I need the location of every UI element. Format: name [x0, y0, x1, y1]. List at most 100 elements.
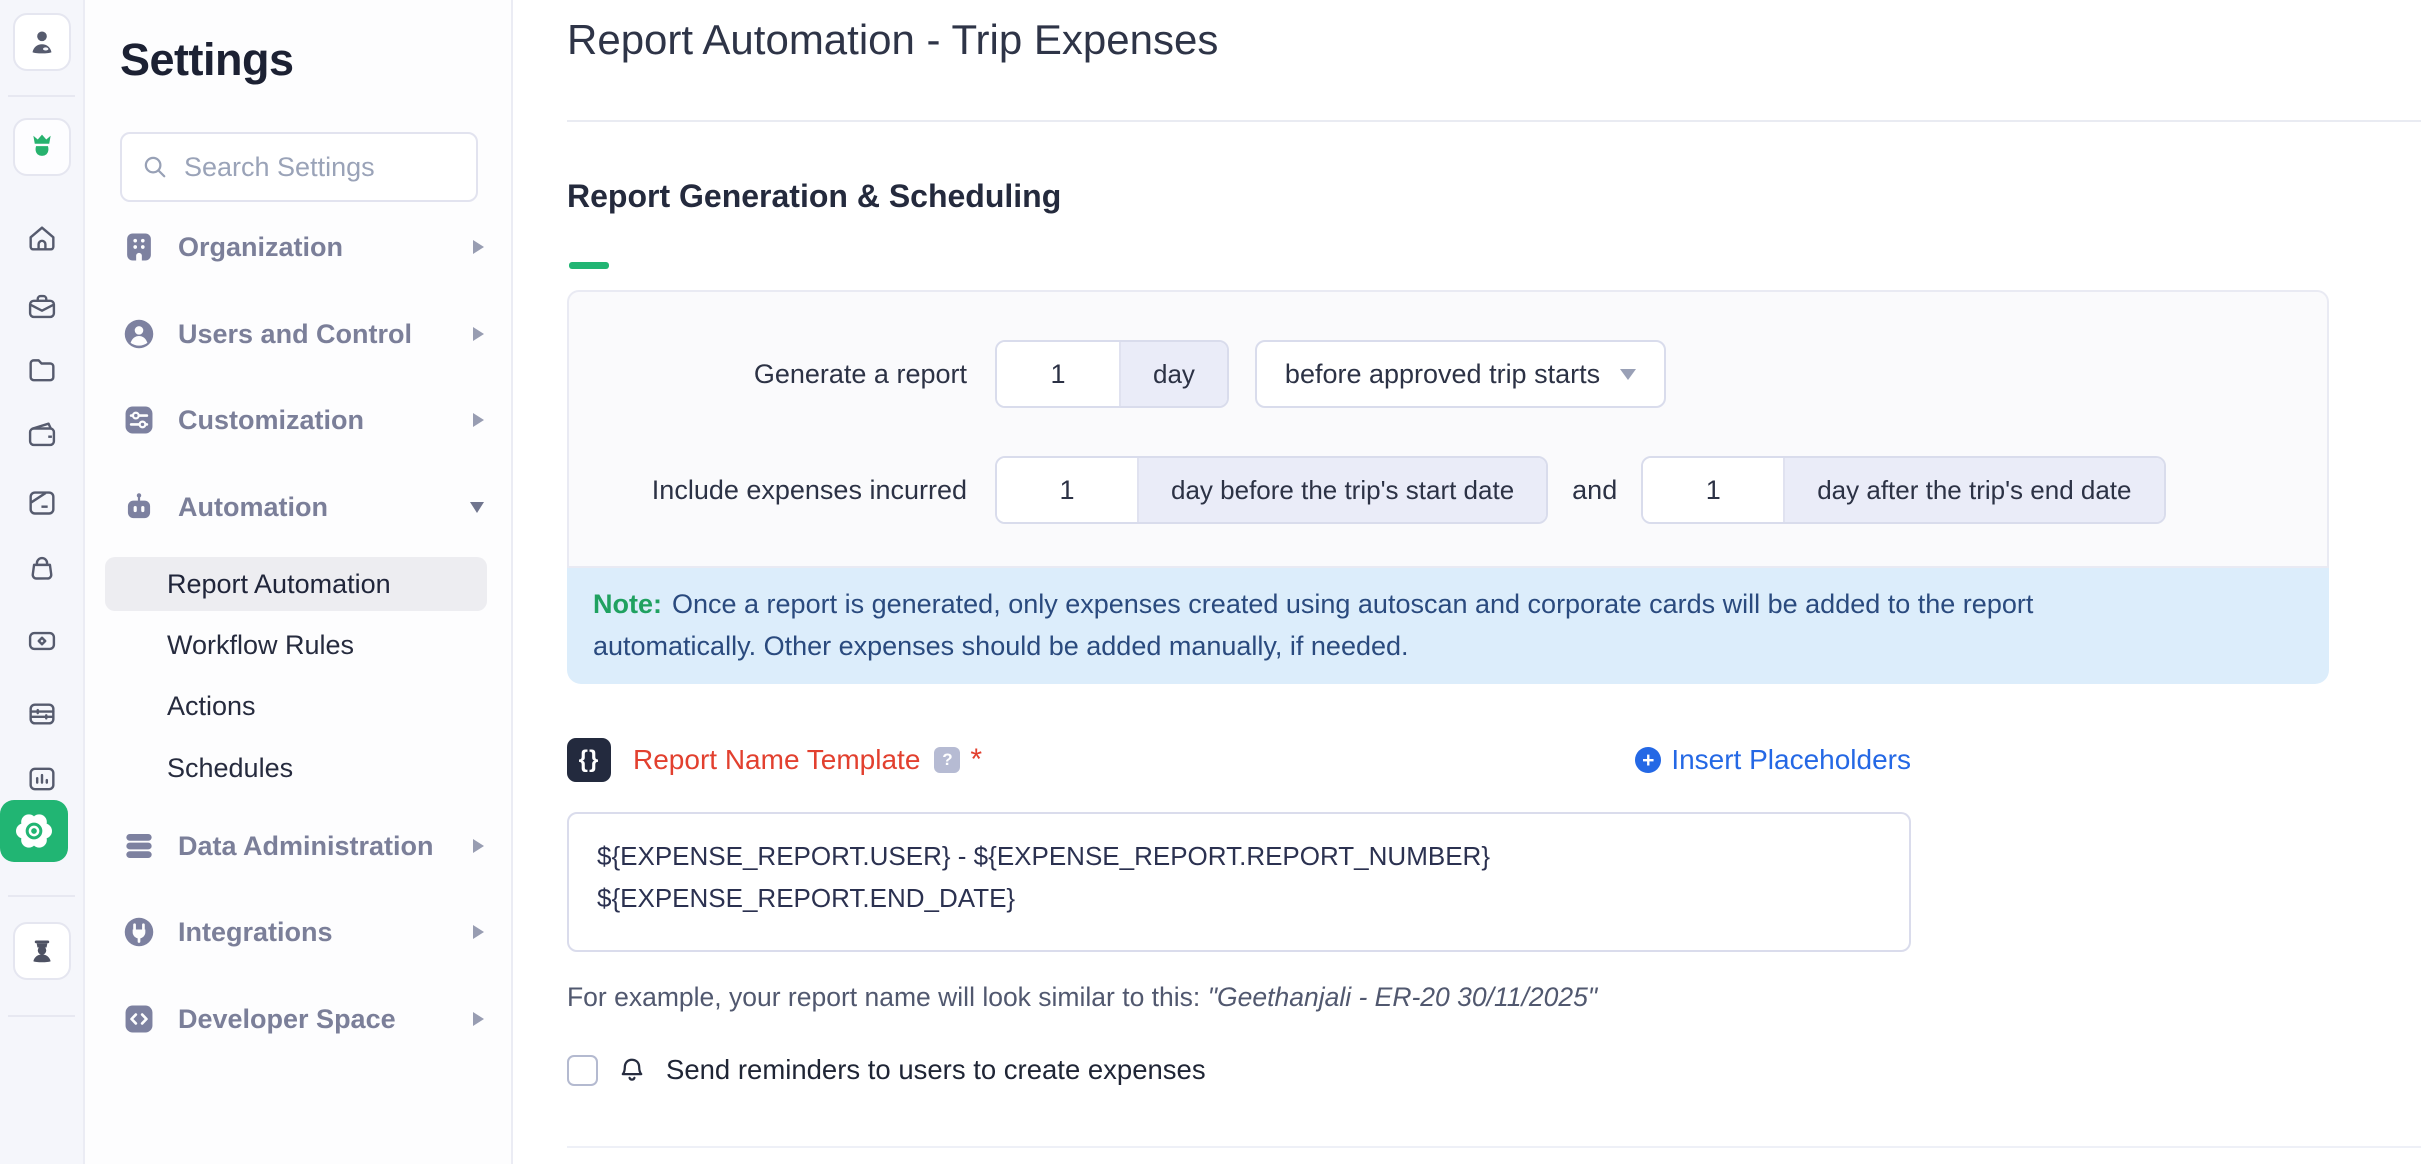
sidebar-subitem-report-automation[interactable]: Report Automation — [105, 557, 487, 611]
generate-days-unit: day — [1119, 342, 1227, 406]
rail-divider — [8, 895, 75, 897]
generate-days-group: 1 day — [995, 340, 1229, 408]
admin-view-icon — [33, 940, 51, 963]
schedule-dropdown[interactable]: before approved trip starts — [1254, 340, 1667, 408]
organization-icon — [127, 233, 151, 261]
sidebar-subitem-label: Actions — [167, 690, 256, 721]
example-value: "Geethanjali - ER-20 30/11/2025" — [1207, 982, 1598, 1012]
chevron-right-icon — [473, 1012, 484, 1026]
bank-feeds-icon — [29, 703, 55, 725]
sidebar-item-customization[interactable]: Customization — [120, 397, 484, 443]
sidebar-title: Settings — [120, 34, 294, 85]
note-banner: Note: Once a report is generated, only ex… — [567, 568, 2329, 684]
customization-icon — [125, 406, 153, 434]
settings-search[interactable] — [120, 132, 478, 202]
days-after-input[interactable]: 1 — [1643, 458, 1784, 522]
expenses-nav[interactable] — [23, 484, 61, 522]
sidebar-subitem-label: Schedules — [167, 752, 294, 783]
days-after-group: 1 day after the trip's end date — [1641, 456, 2166, 524]
sidebar-subitem-schedules[interactable]: Schedules — [105, 741, 487, 795]
include-expenses-label: Include expenses incurred — [651, 474, 967, 505]
trips-briefcase-icon — [28, 294, 56, 319]
section-title: Report Generation & Scheduling — [567, 178, 1062, 214]
insert-placeholders-link[interactable]: + Insert Placeholders — [1635, 744, 1911, 776]
wallet-icon — [28, 422, 56, 447]
sidebar-subitem-label: Report Automation — [167, 568, 391, 599]
corporate-card-icon — [28, 631, 56, 651]
include-expenses-row: Include expenses incurred 1 day before t… — [569, 456, 2327, 524]
expense-app-button[interactable] — [13, 118, 71, 176]
sidebar-item-users-and-control[interactable]: Users and Control — [120, 311, 484, 357]
sidebar-item-data-administration[interactable]: Data Administration — [120, 823, 484, 869]
sidebar-subitem-actions[interactable]: Actions — [105, 679, 487, 733]
title-divider — [567, 120, 2421, 122]
banking-nav[interactable] — [23, 695, 61, 733]
report-name-template-label: Report Name Template — [633, 744, 921, 775]
scheduling-panel: Generate a report 1 day before approved … — [567, 290, 2329, 568]
rail-divider — [8, 1015, 75, 1017]
integrations-icon — [124, 917, 154, 947]
chevron-right-icon — [473, 413, 484, 427]
generate-report-row: Generate a report 1 day before approved … — [569, 340, 2327, 408]
section-accent-bar — [569, 262, 609, 269]
chevron-right-icon — [473, 327, 484, 341]
analytics-nav[interactable] — [23, 760, 61, 798]
insert-placeholders-label: Insert Placeholders — [1671, 744, 1911, 775]
send-reminders-checkbox[interactable] — [567, 1054, 598, 1086]
search-input[interactable] — [184, 151, 458, 183]
placeholder-braces-icon: {} — [567, 738, 611, 782]
sidebar-item-label: Organization — [178, 231, 344, 262]
template-example: For example, your report name will look … — [567, 982, 1597, 1013]
folders-nav[interactable] — [23, 351, 61, 389]
required-asterisk: * — [970, 743, 983, 776]
bottom-divider — [567, 1146, 2421, 1148]
days-before-unit: day before the trip's start date — [1137, 458, 1547, 522]
report-name-template-input[interactable]: ${EXPENSE_REPORT.USER} - ${EXPENSE_REPOR… — [567, 812, 1911, 952]
bell-icon — [621, 1058, 643, 1081]
search-icon — [144, 156, 166, 178]
users-icon — [124, 319, 154, 349]
template-value-line2: ${EXPENSE_REPORT.END_DATE} — [597, 882, 1016, 913]
settings-nav-active[interactable] — [0, 800, 68, 862]
chevron-right-icon — [473, 925, 484, 939]
chevron-right-icon — [473, 839, 484, 853]
sidebar-subitem-label: Workflow Rules — [167, 629, 355, 660]
help-icon[interactable]: ? — [934, 747, 961, 773]
page-title: Report Automation - Trip Expenses — [567, 16, 1219, 63]
sidebar-subitem-workflow-rules[interactable]: Workflow Rules — [105, 618, 487, 672]
trips-nav[interactable] — [23, 288, 61, 326]
user-avatar-button[interactable] — [13, 13, 71, 71]
sidebar-item-organization[interactable]: Organization — [120, 224, 484, 270]
dropdown-caret-icon — [1620, 368, 1637, 380]
sidebar-item-label: Automation — [178, 491, 328, 522]
main-content: Report Automation - Trip Expenses Report… — [515, 0, 2421, 1164]
home-icon — [29, 226, 55, 251]
generate-days-input[interactable]: 1 — [997, 342, 1119, 406]
chevron-right-icon — [473, 240, 484, 254]
rail-divider — [8, 95, 75, 97]
sidebar-item-label: Customization — [178, 404, 364, 435]
generate-report-label: Generate a report — [753, 358, 967, 389]
home-nav[interactable] — [23, 220, 61, 258]
days-after-unit: day after the trip's end date — [1783, 458, 2164, 522]
admin-view-button[interactable] — [13, 922, 71, 980]
sidebar-item-label: Users and Control — [178, 318, 413, 349]
developer-code-icon — [125, 1005, 153, 1033]
sidebar-item-automation[interactable]: Automation — [120, 484, 484, 530]
template-value-line1: ${EXPENSE_REPORT.USER} - ${EXPENSE_REPOR… — [597, 841, 1491, 871]
days-before-input[interactable]: 1 — [997, 458, 1137, 522]
days-before-group: 1 day before the trip's start date — [995, 456, 1549, 524]
chevron-down-icon — [470, 501, 484, 513]
sidebar-item-integrations[interactable]: Integrations — [120, 909, 484, 955]
database-icon — [126, 833, 152, 859]
sidebar-item-label: Integrations — [178, 916, 333, 947]
sidebar-item-label: Data Administration — [178, 830, 434, 861]
expense-crown-icon — [33, 134, 51, 156]
report-name-template-header: {} Report Name Template ? * + Insert Pla… — [567, 736, 1911, 784]
folder-icon — [29, 359, 55, 382]
purchase-bag-icon — [31, 556, 53, 580]
purchases-nav[interactable] — [23, 549, 61, 587]
wallet-nav[interactable] — [23, 416, 61, 454]
sidebar-item-developer-space[interactable]: Developer Space — [120, 996, 484, 1042]
cards-nav[interactable] — [23, 622, 61, 660]
